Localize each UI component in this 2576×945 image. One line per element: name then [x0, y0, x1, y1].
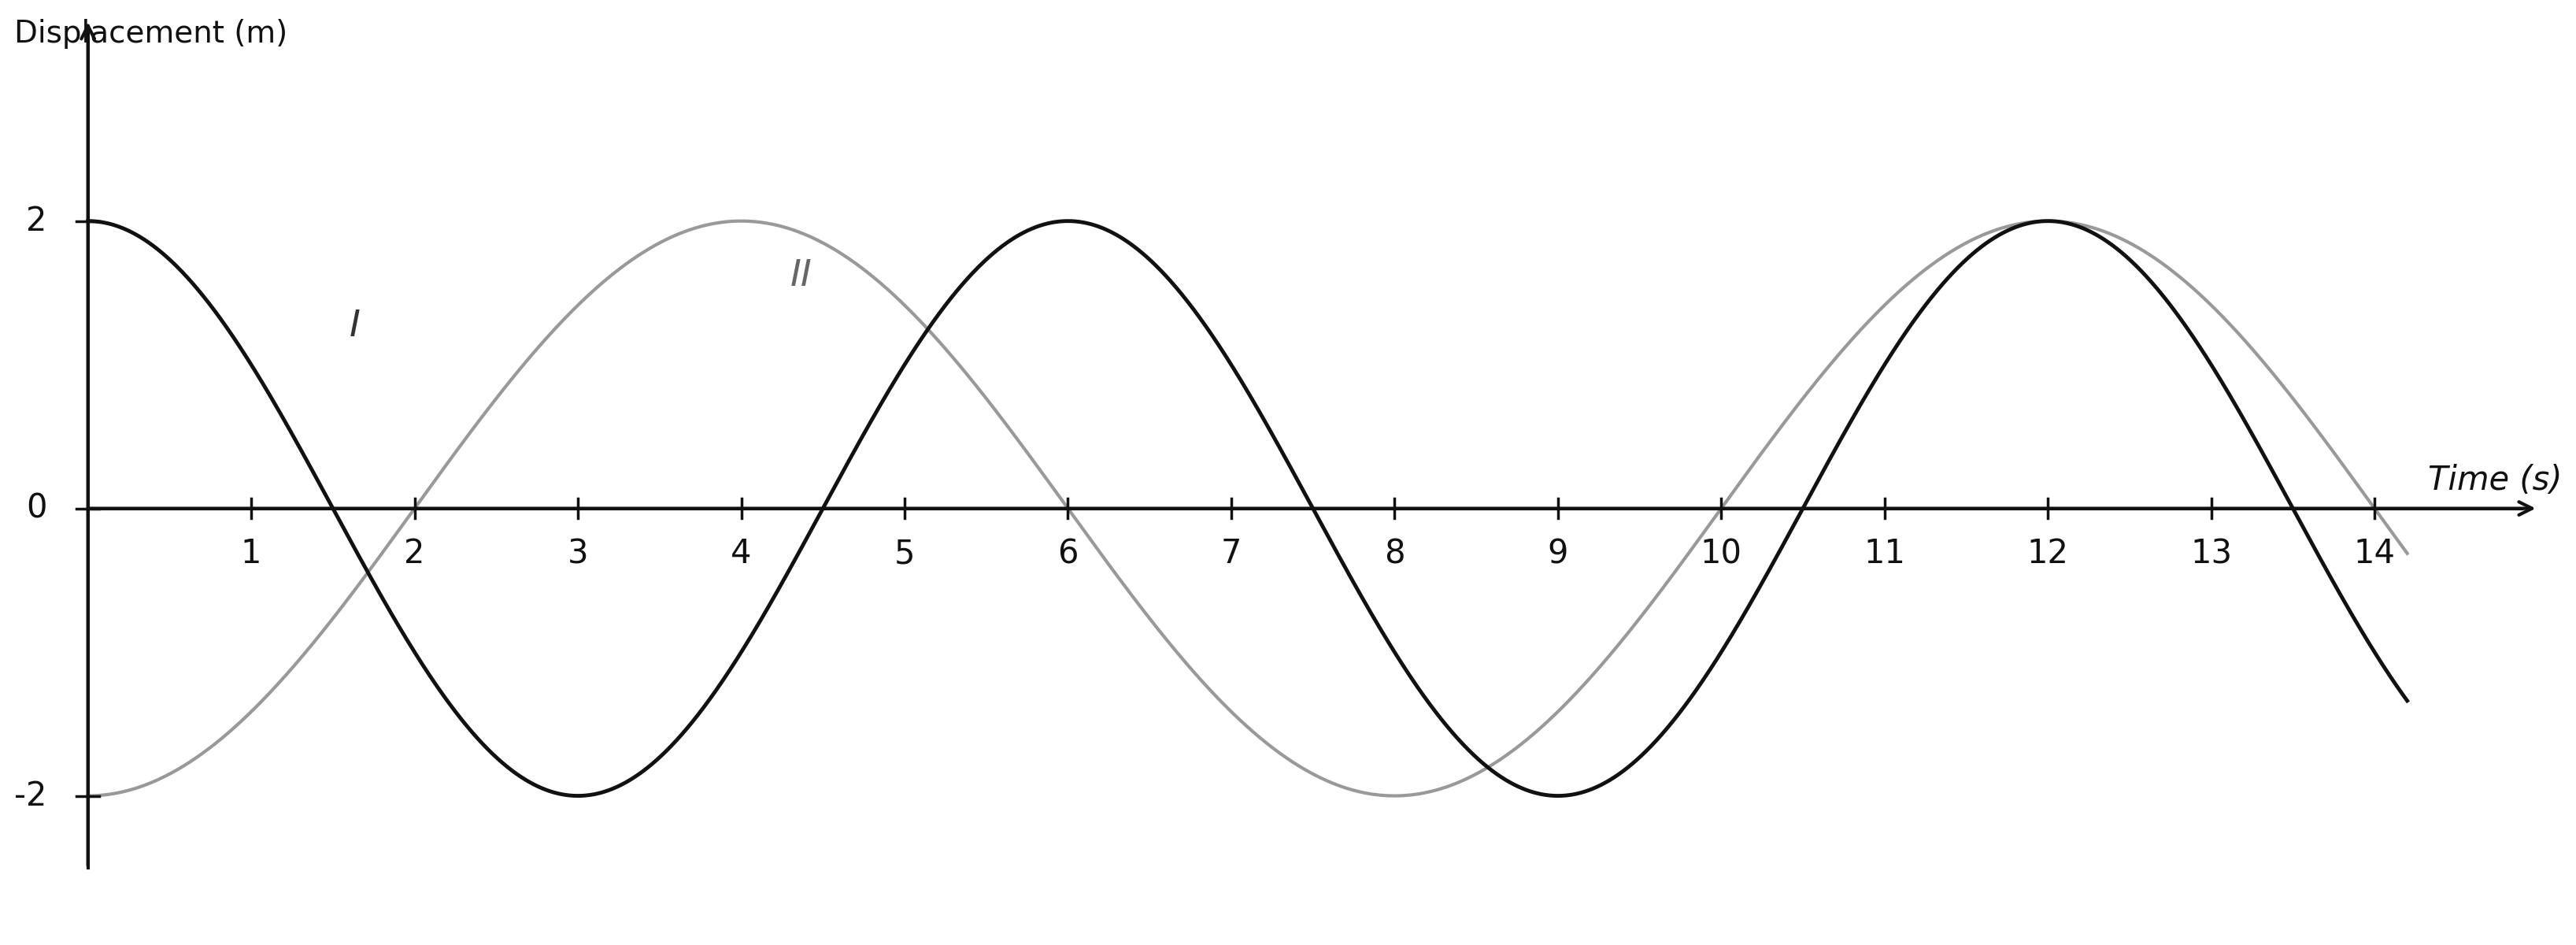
- Text: I: I: [350, 308, 361, 344]
- Text: 8: 8: [1383, 537, 1404, 570]
- Text: -2: -2: [15, 780, 46, 813]
- Text: 5: 5: [894, 537, 914, 570]
- Text: 7: 7: [1221, 537, 1242, 570]
- Text: 10: 10: [1700, 537, 1741, 570]
- Text: 6: 6: [1059, 537, 1079, 570]
- Text: 3: 3: [567, 537, 587, 570]
- Text: 0: 0: [26, 492, 46, 525]
- Text: 13: 13: [2190, 537, 2233, 570]
- Text: 11: 11: [1862, 537, 1906, 570]
- Text: II: II: [791, 258, 811, 294]
- Text: Displacement (m): Displacement (m): [15, 19, 289, 48]
- Text: Time (s): Time (s): [2429, 464, 2563, 497]
- Text: 4: 4: [732, 537, 752, 570]
- Text: 9: 9: [1548, 537, 1569, 570]
- Text: 2: 2: [26, 204, 46, 237]
- Text: 14: 14: [2354, 537, 2396, 570]
- Text: 2: 2: [404, 537, 425, 570]
- Text: 12: 12: [2027, 537, 2069, 570]
- Text: 1: 1: [240, 537, 263, 570]
